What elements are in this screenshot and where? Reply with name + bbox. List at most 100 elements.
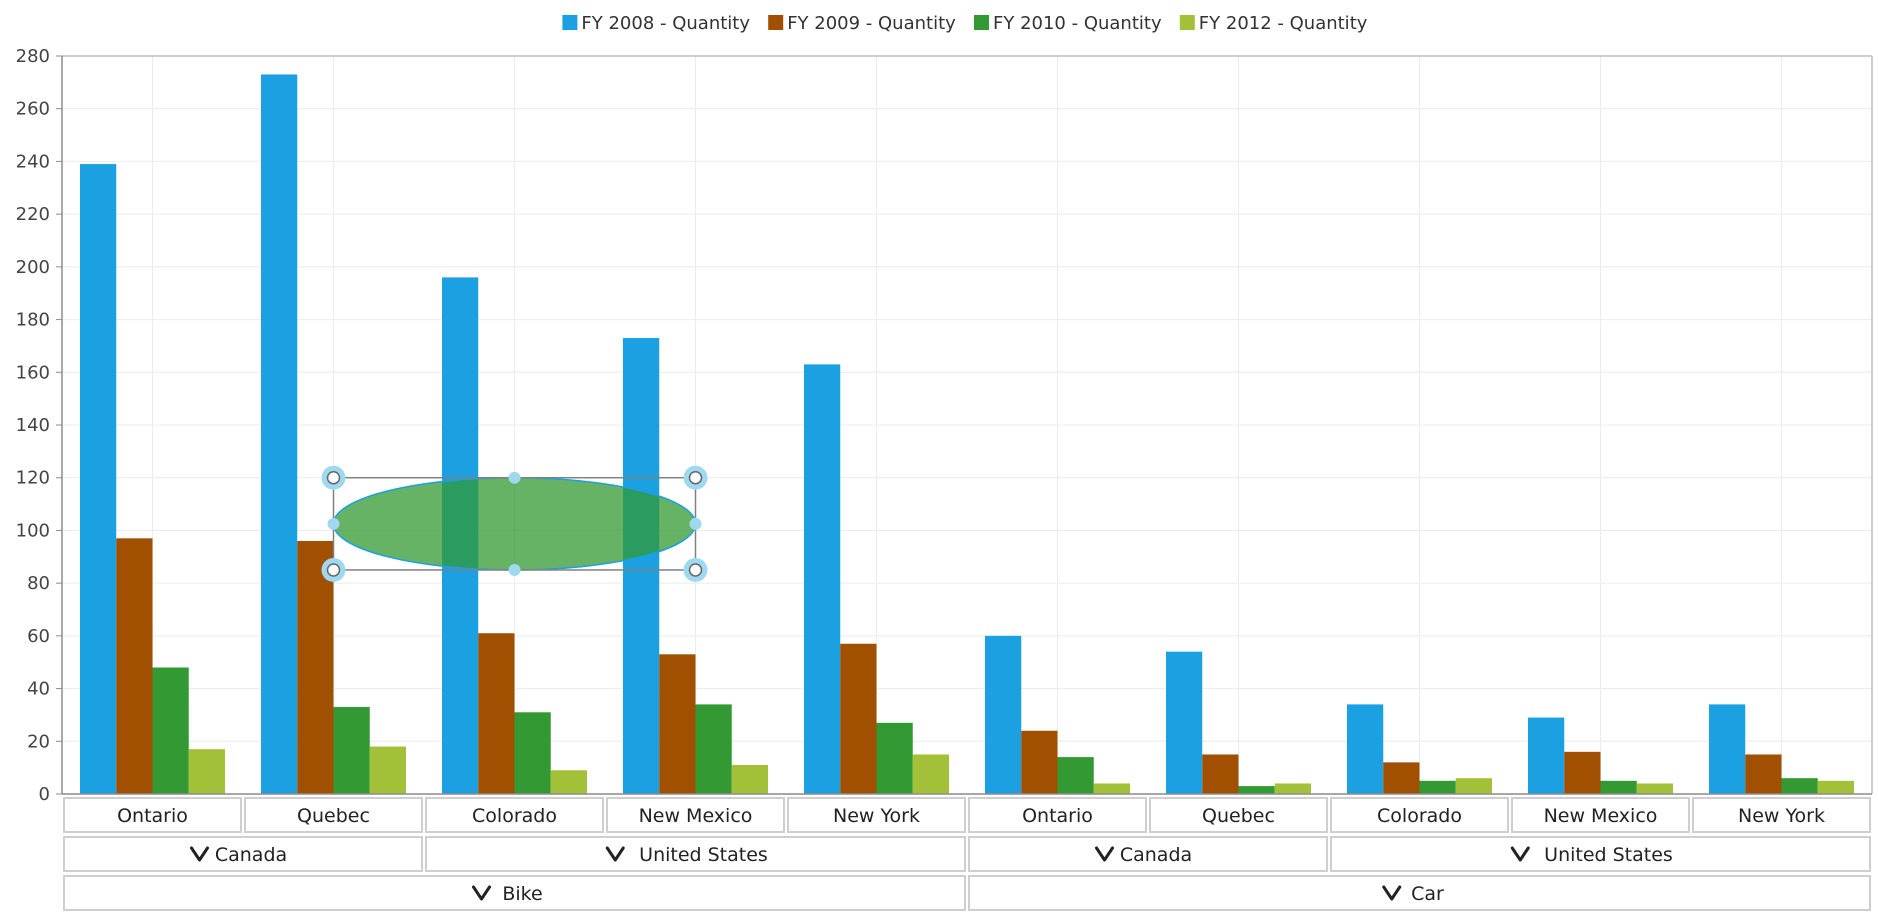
resize-handle-edge[interactable] [689,517,702,530]
bar[interactable] [1166,651,1203,794]
bar[interactable] [1709,704,1746,794]
resize-handle-corner-inner [688,563,703,577]
legend-swatch [562,15,578,30]
chevron-down-icon[interactable] [190,846,209,862]
bar[interactable] [731,765,768,794]
bar[interactable] [1238,786,1275,794]
series-3 [152,667,1818,794]
bar[interactable] [1093,783,1130,794]
cell-box [1330,797,1509,833]
bar[interactable] [623,338,660,794]
chevron-down-icon[interactable] [1382,885,1402,901]
cell-box [1511,797,1690,833]
group-cell-level2[interactable]: United States [1330,836,1871,872]
legend-item-2[interactable]: FY 2009 - Quantity [768,13,956,34]
bar[interactable] [188,749,225,794]
category-cell[interactable]: New Mexico [1511,797,1690,833]
y-tick-label: 260 [16,99,50,120]
bar[interactable] [840,643,877,794]
legend-label: FY 2012 - Quantity [1199,13,1368,34]
y-tick-label: 240 [16,151,50,172]
group-cell-level2[interactable]: United States [425,836,966,872]
group-cell-level2[interactable]: Canada [63,836,423,872]
y-tick-label: 280 [16,46,50,67]
group-cell-level2[interactable]: Canada [968,836,1328,872]
bar[interactable] [1274,783,1311,794]
bar[interactable] [116,538,153,794]
category-cell[interactable]: Colorado [1330,797,1509,833]
category-cell[interactable]: Ontario [63,797,242,833]
bar[interactable] [1781,778,1818,794]
bar[interactable] [1419,780,1456,794]
legend-item-1[interactable]: FY 2008 - Quantity [562,13,750,34]
bar[interactable] [550,770,587,794]
series-2 [116,538,1782,794]
bar[interactable] [514,712,551,794]
resize-handle-corner-inner [326,563,341,577]
bar[interactable] [297,540,334,794]
bar[interactable] [985,635,1022,794]
bar[interactable] [1817,780,1854,794]
bar[interactable] [1600,780,1637,794]
cell-box [1330,836,1871,872]
group-cell-level1[interactable]: Car [968,875,1871,911]
legend-swatch [768,15,784,30]
bar[interactable] [80,164,117,795]
cell-label: United States [639,844,768,866]
category-cell[interactable]: Quebec [244,797,423,833]
cell-label: United States [1544,844,1673,866]
bar[interactable] [1455,778,1492,794]
bar[interactable] [695,704,732,794]
bar[interactable] [333,707,370,794]
bar[interactable] [1528,717,1565,794]
y-tick-label: 140 [16,415,50,436]
bar[interactable] [1202,754,1239,794]
y-tick-label: 100 [16,520,50,541]
y-tick-label: 180 [16,310,50,331]
cell-label: New York [1738,805,1825,827]
legend-swatch [974,15,989,30]
category-cell[interactable]: Colorado [425,797,604,833]
resize-handle-edge[interactable] [327,517,340,530]
resize-handle-edge[interactable] [508,471,521,484]
bar[interactable] [659,654,696,794]
legend-item-4[interactable]: FY 2012 - Quantity [1179,13,1368,34]
bar[interactable] [876,722,913,794]
bar[interactable] [1564,751,1601,794]
bar[interactable] [1636,783,1673,794]
resize-handle-edge[interactable] [508,563,521,576]
chevron-down-icon[interactable] [605,846,625,862]
chevron-down-icon[interactable] [472,885,491,901]
category-cell[interactable]: Quebec [1149,797,1328,833]
bar[interactable] [261,74,298,794]
cell-box [968,836,1328,872]
bar[interactable] [1021,730,1058,794]
y-tick-label: 20 [27,731,50,752]
annotation-ellipse[interactable] [332,476,697,571]
group-cell-level1[interactable]: Bike [63,875,966,911]
bar[interactable] [912,754,949,794]
bar[interactable] [478,633,515,794]
series-4 [188,746,1854,794]
category-cell[interactable]: Ontario [968,797,1147,833]
y-tick-label: 60 [27,626,50,647]
category-cell[interactable]: New Mexico [606,797,785,833]
cell-box [63,797,242,833]
cell-label: Canada [1120,844,1192,866]
bar[interactable] [804,364,841,794]
legend-label: FY 2008 - Quantity [581,13,750,34]
cell-label: Ontario [1022,805,1093,827]
bar[interactable] [1347,704,1384,794]
bar[interactable] [152,667,189,794]
annotation-ellipse-shape[interactable] [321,465,708,582]
category-cell[interactable]: New York [787,797,966,833]
chevron-down-icon[interactable] [1095,846,1114,862]
cell-label: New Mexico [1544,805,1658,827]
bar[interactable] [1383,762,1420,794]
bar[interactable] [1745,754,1782,794]
bar[interactable] [1057,757,1094,794]
bar[interactable] [369,746,406,794]
legend-item-3[interactable]: FY 2010 - Quantity [974,13,1162,34]
chevron-down-icon[interactable] [1510,846,1530,862]
category-cell[interactable]: New York [1692,797,1871,833]
